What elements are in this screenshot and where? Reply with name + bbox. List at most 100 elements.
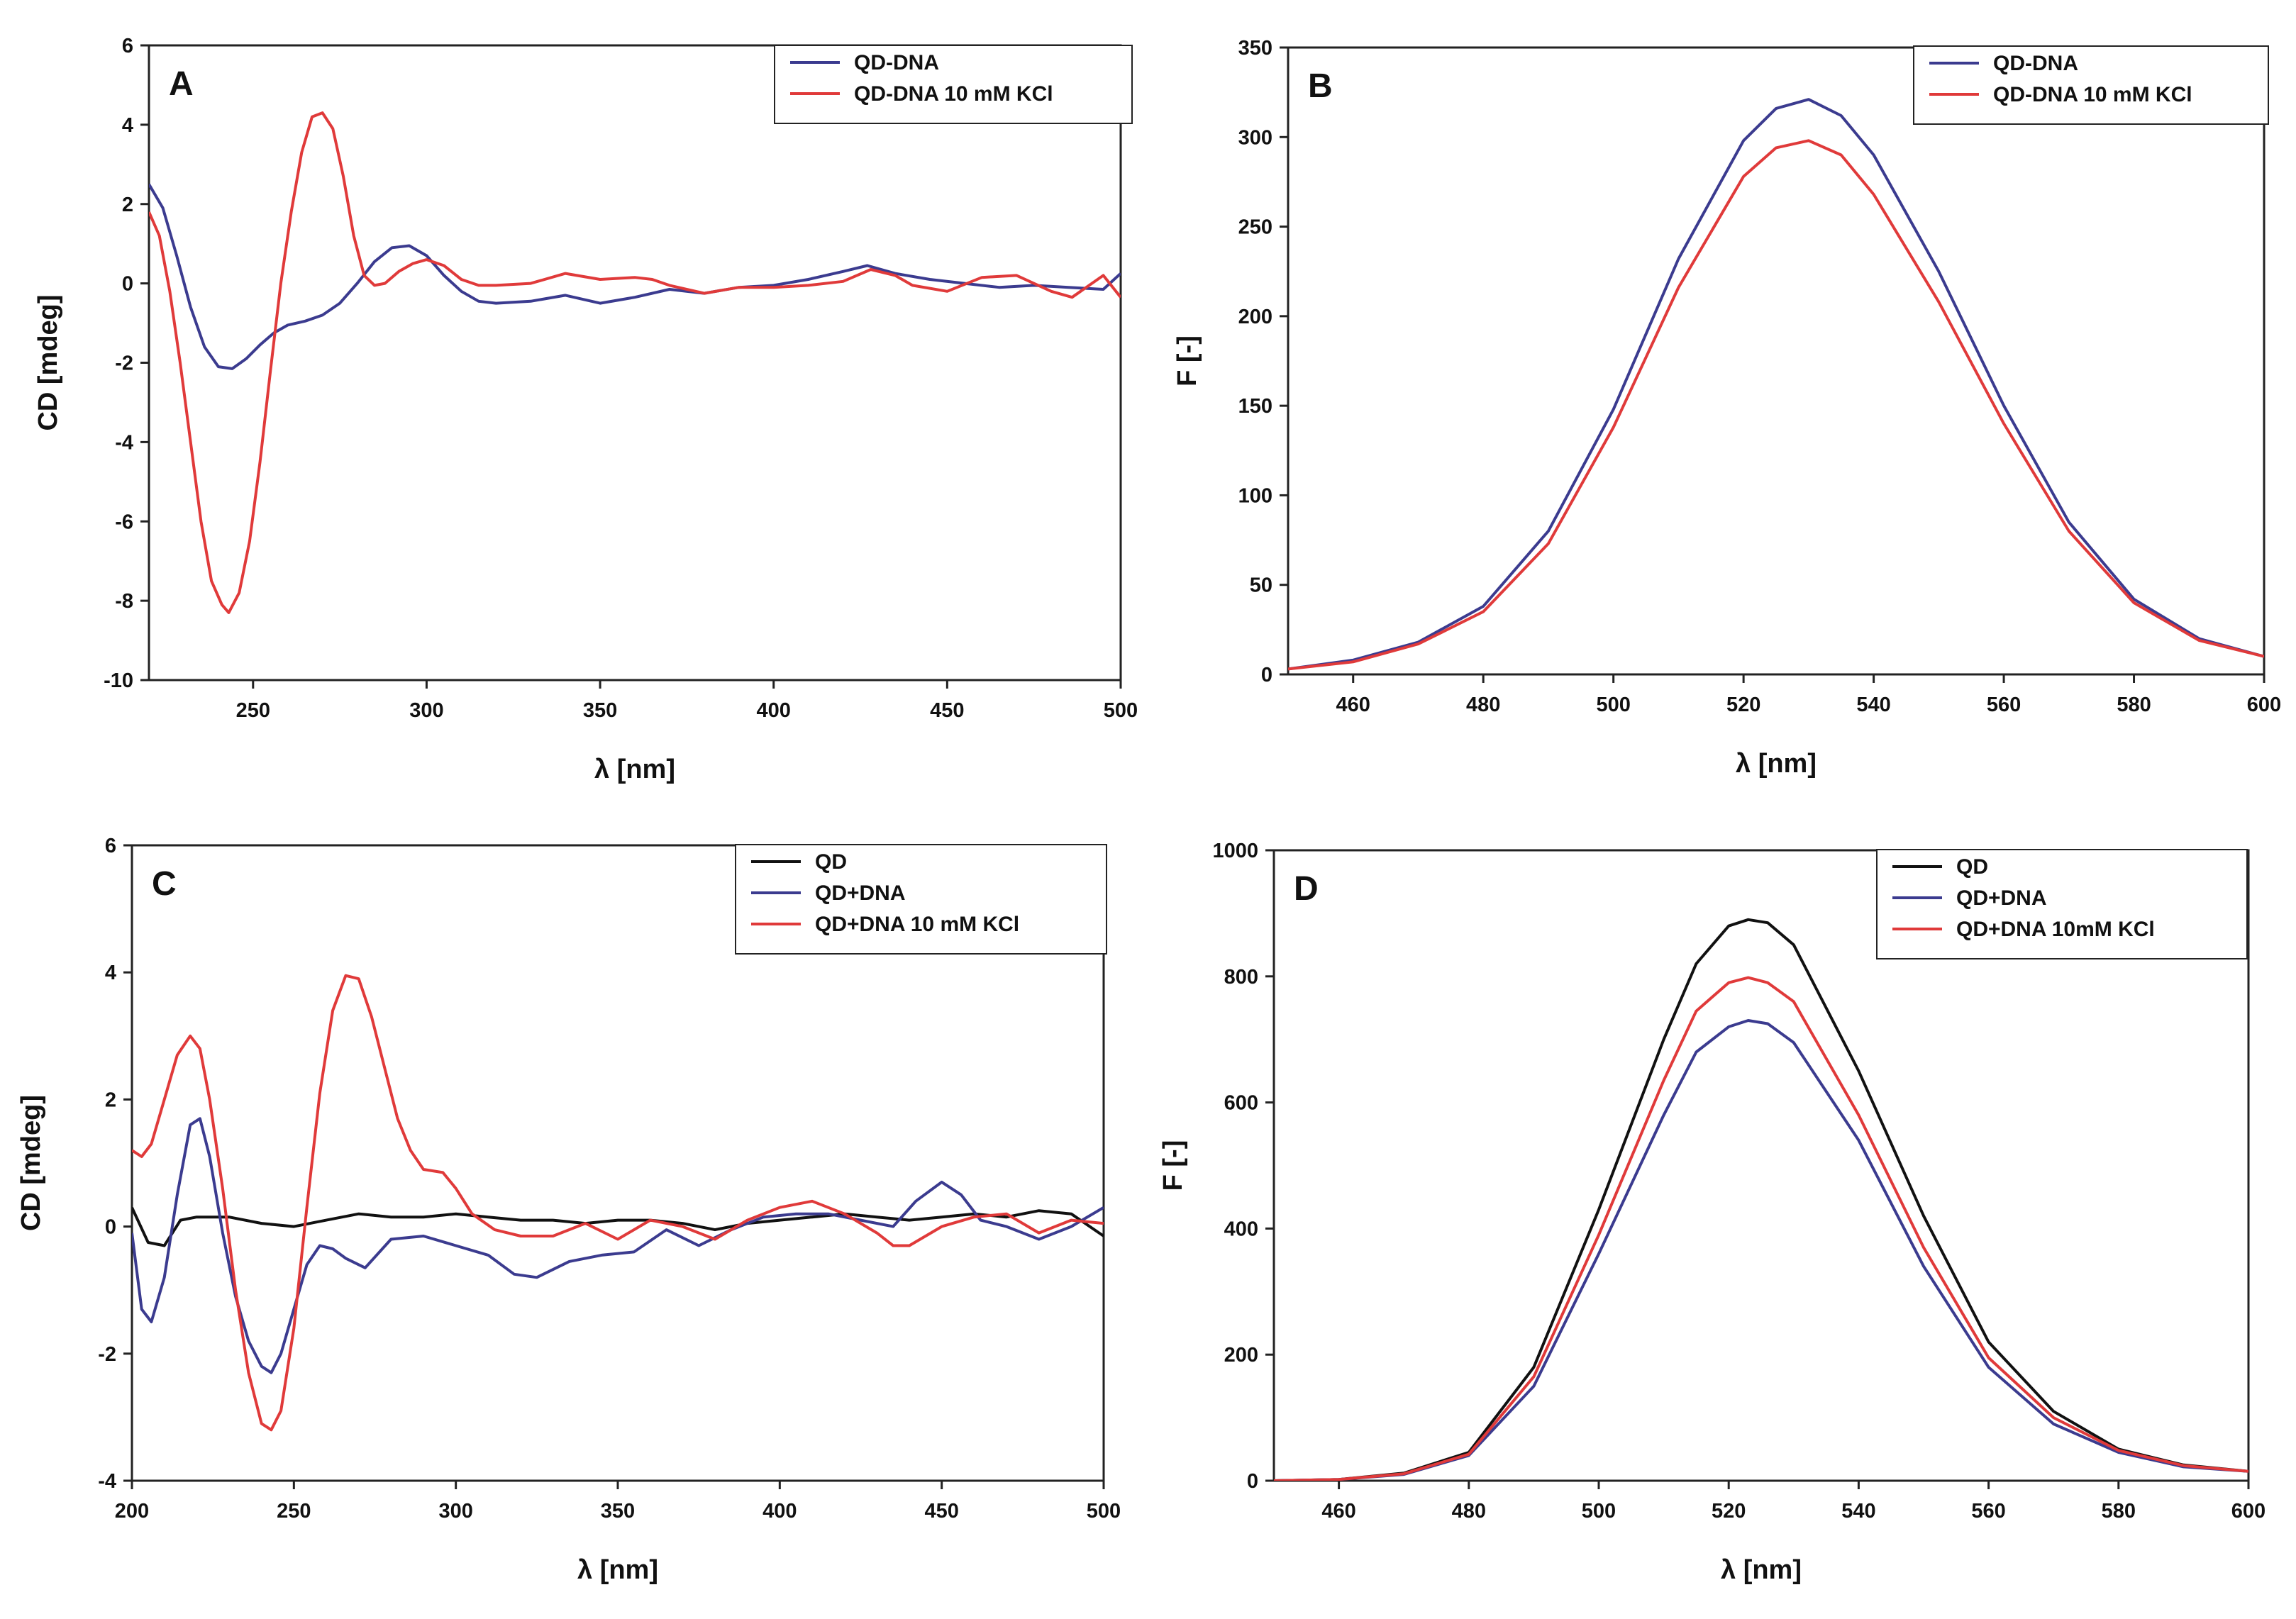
x-tick-label: 300 xyxy=(409,699,443,722)
y-tick-label: 6 xyxy=(105,835,116,857)
legend-label: QD+DNA 10mM KCl xyxy=(1956,918,2155,941)
legend-label: QD-DNA 10 mM KCl xyxy=(854,82,1053,106)
legend-label: QD xyxy=(815,850,847,874)
y-tick-label: -4 xyxy=(98,1470,116,1493)
series-line-qd xyxy=(1274,918,2248,1481)
x-tick-label: 560 xyxy=(1987,694,2021,716)
x-tick-label: 460 xyxy=(1321,1500,1355,1523)
x-tick-label: 350 xyxy=(583,699,617,722)
y-tick-label: 100 xyxy=(1238,484,1272,507)
y-tick-label: 2 xyxy=(122,194,133,216)
plot-frame xyxy=(1272,849,2250,1482)
panel-letter: C xyxy=(152,865,177,903)
x-tick-label: 400 xyxy=(762,1500,797,1523)
x-tick-label: 200 xyxy=(115,1500,149,1523)
y-tick-label: -2 xyxy=(115,352,133,375)
y-axis-title: F [-] xyxy=(1172,335,1202,386)
legend: QD QD+DNA QD+DNA 10 mM KCl xyxy=(735,844,1107,955)
x-tick-label: 580 xyxy=(2102,1500,2136,1523)
legend: QD-DNA QD-DNA 10 mM KCl xyxy=(774,45,1133,124)
x-tick-label: 520 xyxy=(1726,694,1760,716)
series-line-qd-dna-10-mm-kcl xyxy=(149,111,1121,614)
legend-label: QD-DNA xyxy=(1993,52,2078,75)
y-tick-label: 600 xyxy=(1224,1092,1258,1115)
chart-panel-b: 460 480 500 520 540 560 580 600 0 50 100 150 200 250 3… xyxy=(1172,37,2281,779)
legend-label: QD+DNA xyxy=(815,881,906,905)
y-tick-label: -8 xyxy=(115,590,133,613)
y-tick-label: 50 xyxy=(1250,574,1272,597)
series-line-qd-dna-10-mm-kcl xyxy=(1274,976,2248,1481)
legend-label: QD+DNA xyxy=(1956,886,2047,910)
y-tick-label: 0 xyxy=(105,1216,116,1239)
x-axis-title: λ [nm] xyxy=(577,1555,658,1585)
x-tick-label: 580 xyxy=(2117,694,2151,716)
legend-label: QD-DNA 10 mM KCl xyxy=(1993,83,2192,106)
legend-box xyxy=(1913,45,2269,125)
y-tick-label: 0 xyxy=(122,273,133,296)
y-tick-label: 4 xyxy=(105,962,116,984)
y-tick-label: 150 xyxy=(1238,395,1272,418)
x-tick-label: 450 xyxy=(924,1500,958,1523)
y-tick-label: 400 xyxy=(1224,1218,1258,1240)
series-line-qd-dna-10-mm-kcl xyxy=(1288,139,2264,671)
x-tick-label: 500 xyxy=(1596,694,1630,716)
x-axis-title: λ [nm] xyxy=(1721,1555,1802,1585)
y-axis-title: CD [mdeg] xyxy=(33,294,63,430)
y-tick-label: 4 xyxy=(122,114,133,137)
x-tick-label: 560 xyxy=(1971,1500,2005,1523)
y-tick-label: -6 xyxy=(115,511,133,533)
chart-panel-a: 250 300 350 400 450 500 -10 -8 -6 -4 -2 0 2 4 6 λ [nm] C… xyxy=(33,35,1138,784)
y-tick-label: 250 xyxy=(1238,216,1272,239)
x-tick-label: 500 xyxy=(1104,699,1138,722)
x-tick-label: 250 xyxy=(236,699,270,722)
y-axis-title: CD [mdeg] xyxy=(16,1095,46,1231)
chart-panel-c: 200 250 300 350 400 450 500 -4 -2 0 2 4 6 λ [nm] CD [m… xyxy=(16,835,1121,1585)
x-tick-label: 350 xyxy=(601,1500,635,1523)
y-tick-label: 0 xyxy=(1247,1470,1258,1493)
x-tick-label: 600 xyxy=(2231,1500,2266,1523)
plot-frame xyxy=(1287,46,2266,676)
panel-letter: A xyxy=(169,65,194,103)
y-tick-label: 6 xyxy=(122,35,133,57)
x-tick-label: 480 xyxy=(1466,694,1500,716)
x-tick-label: 460 xyxy=(1336,694,1370,716)
y-axis-title: F [-] xyxy=(1158,1140,1188,1191)
y-tick-label: -2 xyxy=(98,1343,116,1366)
x-tick-label: 480 xyxy=(1452,1500,1486,1523)
x-tick-label: 300 xyxy=(438,1500,472,1523)
x-axis-title: λ [nm] xyxy=(1736,749,1817,779)
legend-label: QD-DNA xyxy=(854,51,939,74)
legend: QD-DNA QD-DNA 10 mM KCl xyxy=(1913,45,2269,125)
series-line-qd-dna-10-mm-kcl xyxy=(132,974,1104,1432)
x-tick-label: 600 xyxy=(2247,694,2281,716)
x-tick-label: 540 xyxy=(1856,694,1890,716)
legend-label: QD+DNA 10 mM KCl xyxy=(815,913,1019,936)
x-tick-label: 500 xyxy=(1087,1500,1121,1523)
x-tick-label: 400 xyxy=(757,699,791,722)
legend-box xyxy=(774,45,1133,124)
y-tick-label: 350 xyxy=(1238,37,1272,60)
panel-letter: B xyxy=(1308,67,1333,105)
series-line-qd-dna xyxy=(1288,98,2264,671)
y-tick-label: 1000 xyxy=(1212,840,1258,862)
legend-label: QD xyxy=(1956,855,1988,879)
x-tick-label: 500 xyxy=(1582,1500,1616,1523)
series-line-qd-dna xyxy=(132,1117,1104,1374)
y-tick-label: 2 xyxy=(105,1089,116,1111)
series-line-qd-dna xyxy=(149,183,1121,370)
x-tick-label: 450 xyxy=(930,699,964,722)
y-tick-label: -10 xyxy=(104,669,133,692)
x-axis-title: λ [nm] xyxy=(594,755,675,784)
y-tick-label: -4 xyxy=(115,431,133,454)
y-tick-label: 200 xyxy=(1224,1344,1258,1367)
x-tick-label: 520 xyxy=(1712,1500,1746,1523)
y-tick-label: 300 xyxy=(1238,126,1272,149)
y-tick-label: 200 xyxy=(1238,306,1272,328)
chart-panel-d: 460 480 500 520 540 560 580 600 0 200 400 600 800 100… xyxy=(1158,840,2266,1585)
panel-letter: D xyxy=(1294,870,1319,908)
plot-frame xyxy=(148,44,1122,681)
series-line-qd-dna xyxy=(1274,1019,2248,1481)
y-tick-label: 0 xyxy=(1261,664,1272,686)
x-tick-label: 540 xyxy=(1841,1500,1875,1523)
